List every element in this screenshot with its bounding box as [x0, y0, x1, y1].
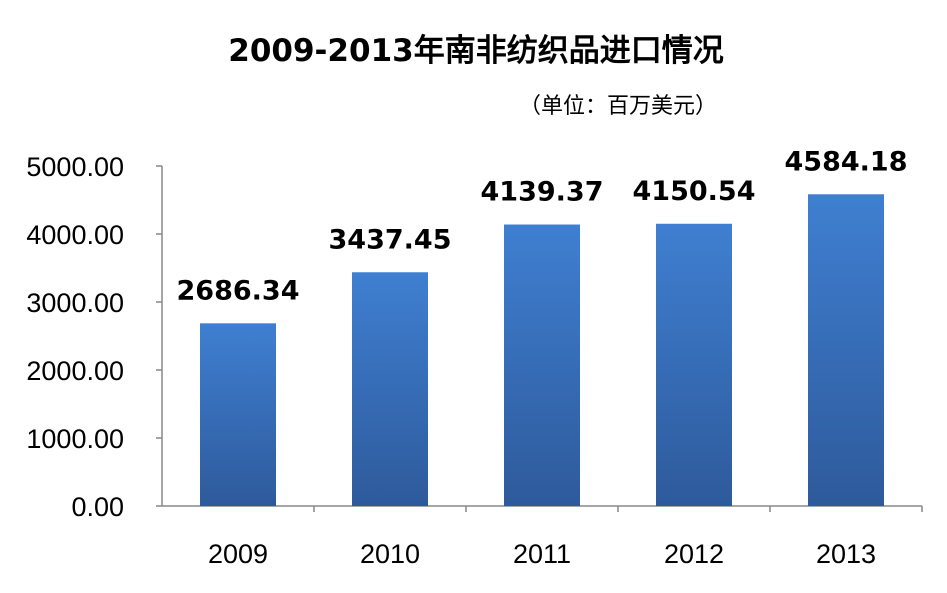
x-tick-label-2009: 2009: [208, 539, 268, 569]
x-tick-label-2010: 2010: [360, 539, 420, 569]
data-label-2011: 4139.37: [481, 177, 604, 208]
x-tick-label-2012: 2012: [664, 539, 724, 569]
y-tick-label: 3000.00: [26, 288, 124, 318]
bar-2012: [656, 223, 732, 506]
data-labels: 2686.34 3437.45 4139.37 4150.54 4584.18: [177, 146, 908, 306]
y-axis-ticks: 0.00 1000.00 2000.00 3000.00 4000.00 5000.00: [26, 152, 162, 522]
y-tick-label: 5000.00: [26, 152, 124, 182]
data-label-2009: 2686.34: [177, 275, 300, 306]
x-tick-label-2011: 2011: [513, 539, 571, 569]
chart-title: 2009-2013年南非纺织品进口情况: [228, 33, 723, 69]
data-label-2010: 3437.45: [329, 224, 452, 255]
y-tick-label: 0.00: [71, 492, 124, 522]
bar-2009: [200, 323, 276, 506]
y-tick-label: 2000.00: [26, 356, 124, 386]
bar-2010: [352, 272, 428, 506]
bar-2011: [504, 224, 580, 507]
chart-subtitle: （单位：百万美元）: [519, 94, 717, 119]
y-tick-label: 1000.00: [26, 424, 124, 454]
x-tick-label-2013: 2013: [816, 539, 876, 569]
x-axis-ticks: 2009 2010 2011 2012 2013: [208, 506, 923, 569]
y-tick-label: 4000.00: [26, 220, 124, 250]
data-label-2012: 4150.54: [633, 176, 756, 207]
bar-2013: [808, 194, 884, 506]
bars: [200, 194, 884, 507]
data-label-2013: 4584.18: [785, 146, 908, 177]
